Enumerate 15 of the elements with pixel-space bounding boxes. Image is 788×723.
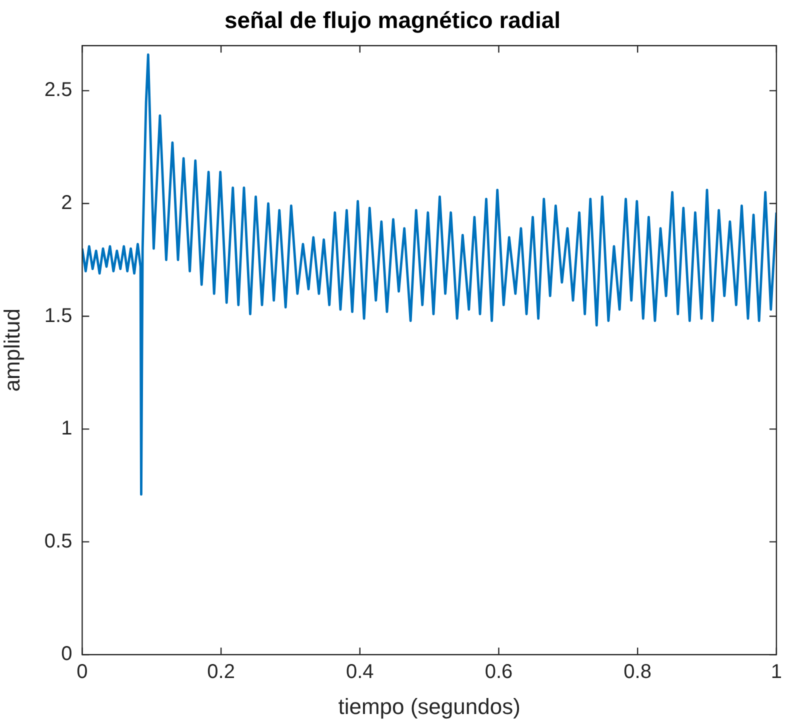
- x-tick-label: 0.6: [484, 661, 513, 684]
- y-tick-label: 1.5: [44, 304, 72, 327]
- y-tick-label: 0: [61, 643, 72, 666]
- chart-title: señal de flujo magnético radial: [224, 7, 561, 34]
- y-tick-label: 1: [61, 418, 72, 440]
- x-tick-label: 0.2: [207, 661, 235, 684]
- y-tick-label: 0.5: [44, 530, 72, 552]
- x-tick-label: 0: [76, 661, 88, 684]
- x-tick-label: 0.8: [624, 661, 652, 684]
- y-tick-label: 2.5: [44, 79, 72, 102]
- y-tick-label: 2: [61, 192, 72, 214]
- x-tick-label: 1: [770, 661, 782, 684]
- x-tick-label: 0.4: [346, 661, 374, 684]
- y-axis-title: amplitud: [0, 308, 24, 392]
- x-axis-title: tiempo (segundos): [338, 694, 520, 719]
